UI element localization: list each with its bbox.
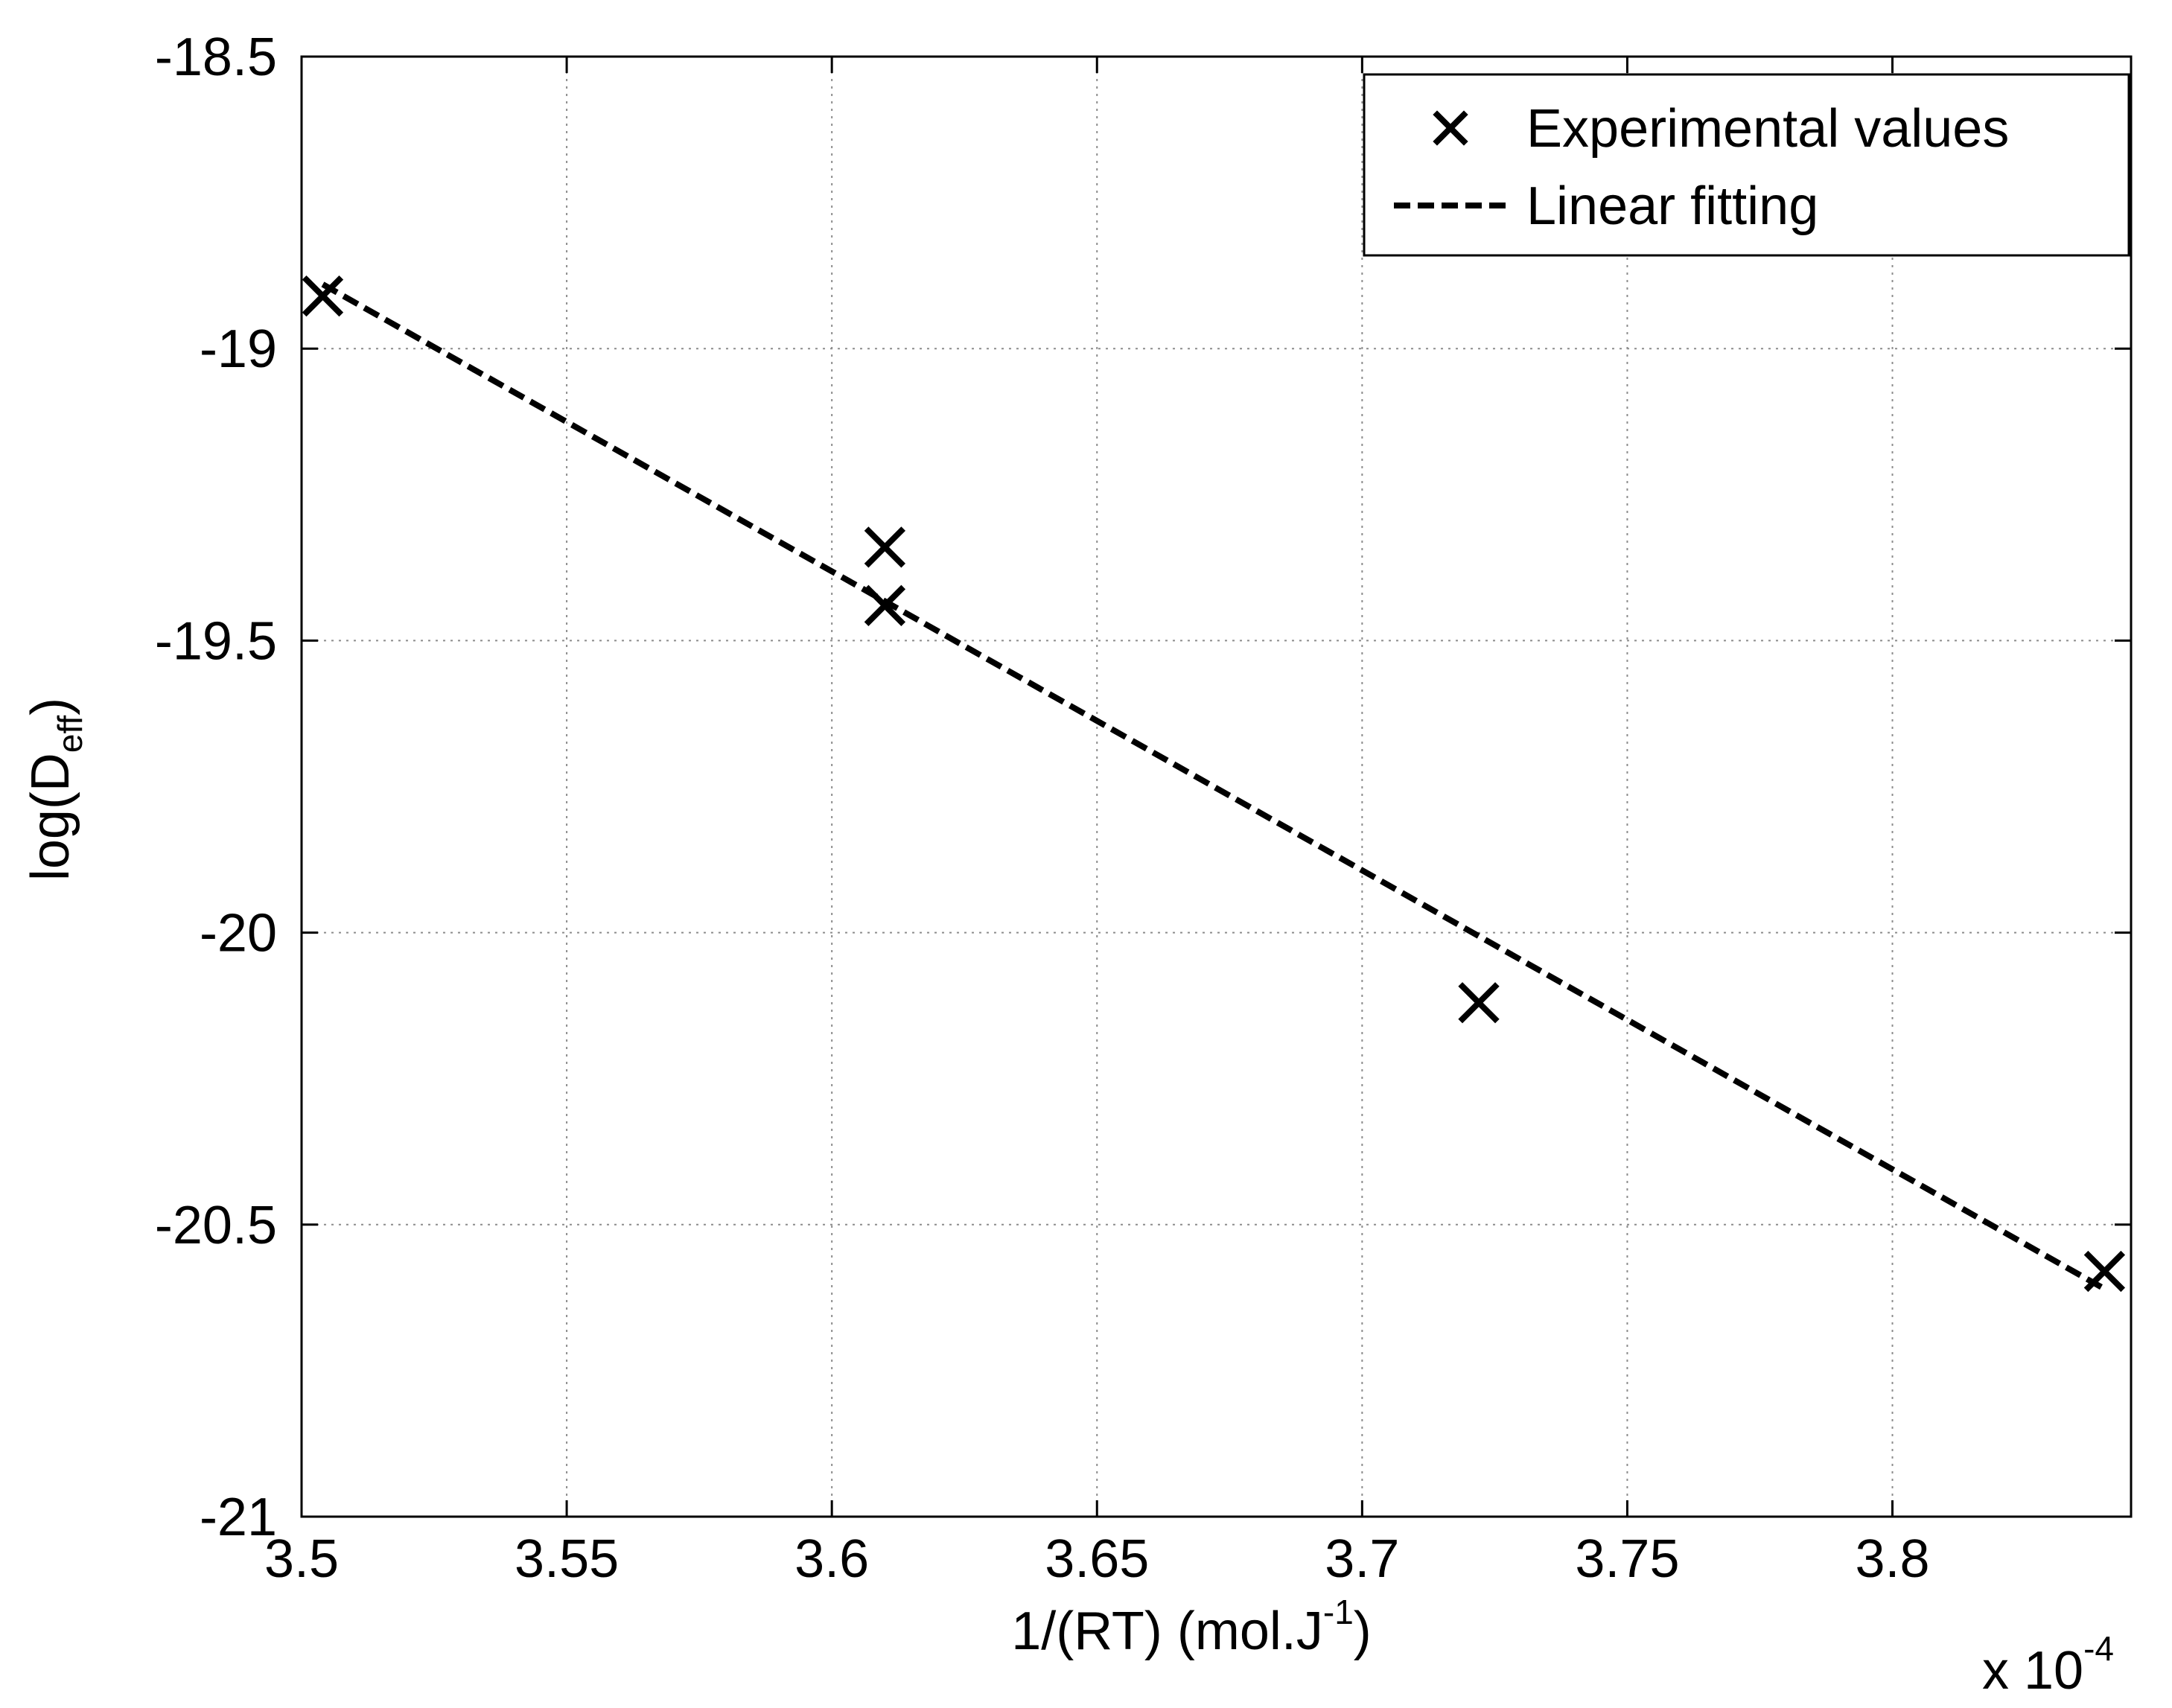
data-point-marker — [864, 584, 906, 626]
series-layer — [302, 275, 2126, 1293]
grid — [302, 57, 2131, 1517]
data-point-marker — [1458, 982, 1500, 1024]
y-axis-label: log(Deff) — [21, 698, 89, 881]
y-tick-label: -19.5 — [155, 611, 277, 671]
x-tick-labels: 3.5 3.55 3.6 3.65 3.7 3.75 3.8 — [264, 1529, 1930, 1589]
legend-label-linear: Linear fitting — [1526, 176, 1818, 236]
data-point-marker — [864, 526, 906, 568]
x-axis-label: 1/(RT) (mol.J-1) — [1011, 1593, 1372, 1661]
x-tick-label: 3.6 — [794, 1529, 869, 1589]
x-tick-label: 3.7 — [1325, 1529, 1399, 1589]
y-tick-label: -21 — [200, 1488, 277, 1547]
data-point-marker — [2083, 1250, 2126, 1293]
legend-box — [1363, 73, 2130, 257]
legend-label-experimental: Experimental values — [1526, 99, 2009, 159]
legend-marker-x-icon — [1433, 110, 1468, 146]
plot-frame — [300, 55, 2133, 1518]
x-axis-multiplier: x 10-4 — [1982, 1629, 2114, 1701]
fit-line — [321, 281, 2106, 1292]
x-tick-label: 3.65 — [1045, 1529, 1149, 1589]
data-point-marker — [302, 275, 344, 317]
y-tick-label: -18.5 — [155, 28, 277, 87]
y-tick-label: -19 — [200, 319, 277, 379]
y-tick-label: -20 — [200, 904, 277, 963]
x-tick-label: 3.55 — [515, 1529, 619, 1589]
legend: Experimental values Linear fitting — [1363, 73, 2130, 257]
y-tick-label: -20.5 — [155, 1196, 277, 1255]
axis-ticks — [300, 55, 2131, 1518]
x-tick-label: 3.5 — [264, 1529, 339, 1589]
y-tick-labels: -18.5 -19 -19.5 -20 -20.5 -21 — [155, 28, 277, 1547]
x-tick-label: 3.8 — [1855, 1529, 1929, 1589]
x-tick-label: 3.75 — [1575, 1529, 1679, 1589]
